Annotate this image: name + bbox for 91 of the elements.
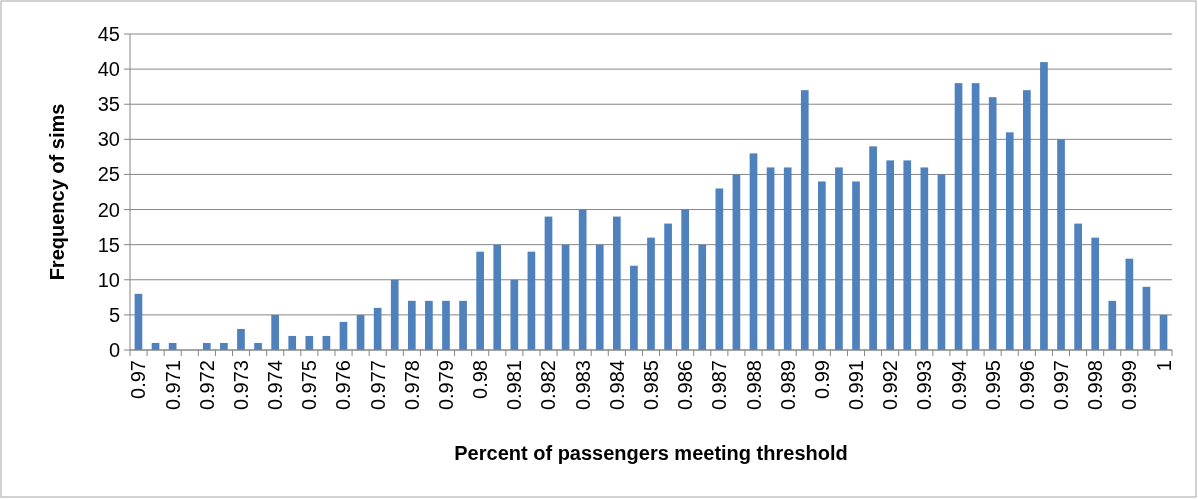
bar: [766, 167, 775, 350]
bar: [937, 174, 946, 350]
bar: [664, 223, 672, 350]
bar: [561, 244, 570, 350]
y-tick-label: 40: [97, 58, 120, 81]
y-tick-label: 25: [97, 163, 120, 186]
bar: [1125, 258, 1134, 350]
bar: [544, 216, 553, 350]
x-tick-label: 0.995: [981, 360, 1004, 411]
bar: [835, 167, 843, 350]
bar: [732, 174, 741, 350]
bar: [305, 335, 314, 350]
x-tick-label: 0.999: [1118, 360, 1141, 411]
bar: [988, 97, 997, 350]
x-tick-label: 0.979: [434, 360, 457, 411]
x-tick-label: 0.99: [810, 360, 833, 399]
x-tick-label: 0.97: [127, 360, 150, 399]
x-tick-label: 0.981: [503, 360, 526, 411]
bar: [818, 181, 826, 350]
x-tick-label: 0.993: [913, 360, 936, 411]
x-tick-label: 0.989: [776, 360, 799, 411]
bar: [595, 244, 604, 350]
x-tick-label: 0.998: [1084, 360, 1107, 411]
bar: [698, 244, 707, 350]
bar: [1091, 237, 1100, 350]
bar: [800, 90, 809, 350]
bar: [1023, 90, 1031, 350]
x-tick-label: 0.975: [298, 360, 321, 411]
bar: [425, 300, 433, 350]
x-tick-label: 0.987: [708, 360, 731, 411]
x-tick-label: 0.988: [742, 360, 765, 411]
bar: [459, 300, 467, 350]
bar: [1040, 62, 1048, 350]
bar: [852, 181, 860, 350]
y-tick-label: 5: [108, 303, 120, 326]
bar: [390, 279, 399, 350]
bar: [971, 83, 980, 350]
x-axis-title: Percent of passengers meeting threshold: [454, 442, 848, 464]
bar: [578, 209, 587, 350]
bar: [920, 167, 929, 350]
bar: [954, 83, 963, 350]
bar: [886, 160, 895, 350]
bar: [647, 237, 655, 350]
bar: [749, 153, 758, 350]
bar: [1108, 300, 1117, 350]
bar: [288, 335, 297, 350]
x-tick-label: 0.996: [1015, 360, 1038, 411]
bar: [681, 209, 690, 350]
y-tick-label: 15: [97, 233, 120, 256]
x-tick-label: 0.977: [366, 360, 389, 411]
bar: [527, 251, 536, 350]
x-tick-label: 0.973: [229, 360, 252, 411]
x-tick-label: 0.991: [845, 360, 868, 411]
x-tick-label: 0.986: [674, 360, 697, 411]
x-tick-label: 0.978: [400, 360, 423, 411]
y-tick-label: 10: [97, 268, 120, 291]
y-tick-label: 30: [97, 128, 120, 151]
x-tick-label: 0.974: [264, 360, 287, 411]
y-axis-title: Frequency of sims: [46, 103, 68, 281]
x-tick-label: 0.983: [571, 360, 594, 411]
x-tick-label: 0.985: [640, 360, 662, 411]
bar: [407, 300, 416, 350]
bar: [869, 146, 877, 350]
bar: [903, 160, 912, 350]
bar: [715, 188, 724, 350]
x-tick-label: 0.972: [195, 360, 218, 411]
bar: [1057, 139, 1065, 350]
x-tick-label: 0.984: [605, 360, 628, 411]
bar: [442, 300, 450, 350]
x-tick-label: 0.98: [469, 360, 492, 399]
bar: [1005, 132, 1014, 350]
y-tick-label: 45: [97, 23, 120, 45]
x-tick-label: 0.976: [332, 360, 355, 411]
x-tick-label: 1: [1152, 360, 1175, 372]
x-tick-label: 0.992: [879, 360, 902, 411]
x-tick-label: 0.971: [161, 360, 184, 411]
x-tick-label: 0.997: [1050, 360, 1073, 411]
bar: [493, 244, 502, 350]
bar: [1074, 223, 1082, 350]
bar: [237, 328, 245, 350]
y-tick-label: 35: [97, 93, 120, 116]
bar: [476, 251, 484, 350]
bar: [783, 167, 792, 350]
bar: [630, 265, 638, 350]
bar: [271, 314, 279, 350]
y-tick-label: 20: [97, 198, 120, 221]
bar: [510, 279, 519, 350]
y-tick-label: 0: [108, 339, 120, 361]
x-tick-label: 0.982: [537, 360, 560, 411]
x-tick-label: 0.994: [947, 360, 970, 411]
bar: [612, 216, 621, 350]
